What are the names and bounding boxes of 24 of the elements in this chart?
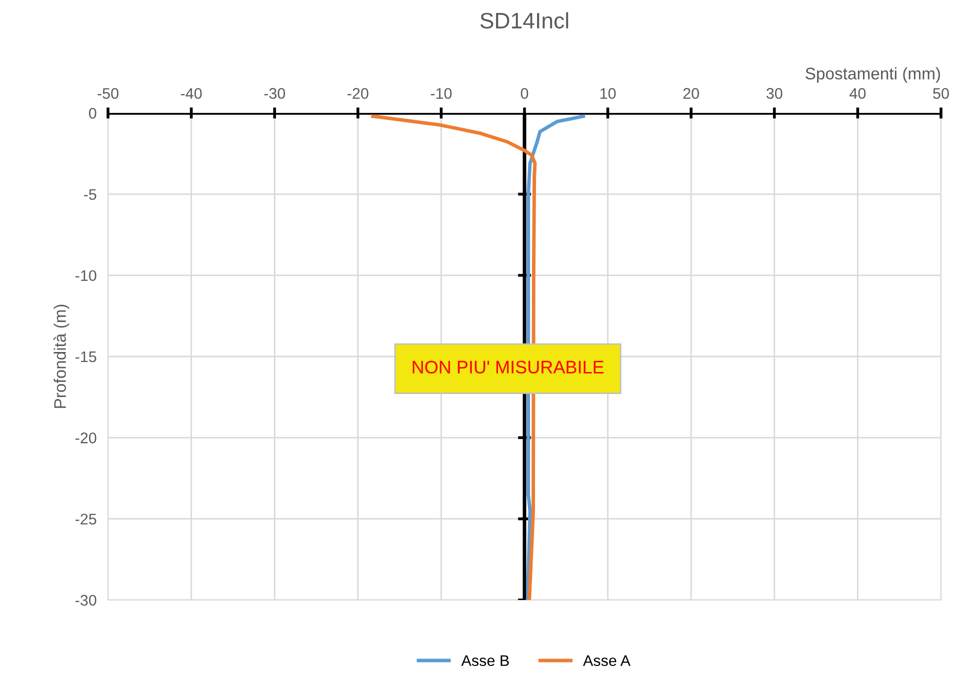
x-tick-label: -40 [180, 88, 202, 99]
annotation: NON PIU' MISURABILE [412, 360, 604, 374]
chart-title: SD14Incl [480, 12, 568, 29]
legend-label: Asse B [461, 655, 509, 666]
y-axis-title: Profondità (m) [54, 304, 70, 408]
y-tick-label: -20 [75, 432, 96, 444]
y-tick-label: -15 [75, 352, 96, 362]
y-tick-label: -25 [75, 514, 96, 525]
x-tick-label: 40 [850, 88, 866, 99]
y-tick-label: -10 [75, 270, 96, 282]
x-tick-label: -10 [430, 88, 452, 99]
x-tick-label: -20 [348, 88, 368, 99]
x-tick-label: 50 [933, 88, 949, 99]
y-tick-label: -5 [84, 189, 96, 200]
x-tick-label: -50 [98, 88, 118, 99]
legend-label: Asse A [583, 655, 631, 666]
y-tick-label: -30 [75, 594, 96, 606]
x-tick-label: 0 [520, 88, 528, 99]
x-axis-title: Spostamenti (mm) [806, 67, 940, 83]
x-tick-label: -30 [264, 88, 286, 99]
x-tick-label: 20 [683, 88, 699, 99]
x-tick-label: 10 [600, 88, 616, 99]
y-tick-label: 0 [88, 108, 96, 119]
x-tick-label: 30 [766, 88, 782, 99]
